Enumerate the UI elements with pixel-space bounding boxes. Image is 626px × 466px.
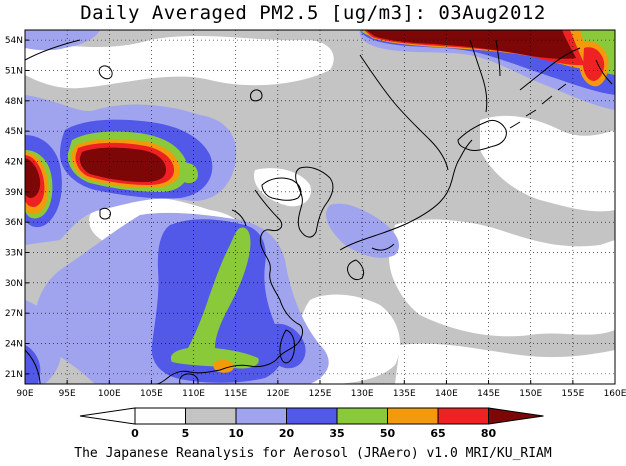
lat-tick-label: 33N (5, 249, 23, 259)
map-title: Daily Averaged PM2.5 [ug/m3]: 03Aug2012 (80, 2, 546, 24)
colorbar-segment (286, 407, 338, 425)
colorbar-label: 10 (228, 427, 244, 440)
lon-tick-label: 140E (435, 389, 458, 399)
lat-tick-label: 36N (5, 218, 23, 228)
footer-credit: The Japanese Reanalysis for Aerosol (JRA… (74, 446, 552, 461)
clean-air-region (389, 219, 615, 337)
colorbar-label: 50 (380, 427, 396, 440)
lon-tick-label: 120E (266, 389, 289, 399)
coastline-hokkaido (457, 119, 507, 151)
colorbar: 0 5 10 20 35 50 65 80 (79, 407, 544, 440)
colorbar-label: 0 (131, 427, 139, 440)
moderate-pollution-region (264, 323, 306, 369)
lon-tick-label: 100E (98, 389, 121, 399)
coastline-taiwan (279, 329, 295, 364)
lat-tick-label: 42N (5, 157, 23, 167)
lat-tick-label: 51N (5, 66, 23, 76)
high-pollution-region (177, 163, 198, 184)
coastline-vietnam (25, 349, 41, 384)
light-pollution-region (25, 30, 100, 51)
colorbar-segment (134, 407, 186, 425)
lat-tick-label: 45N (5, 127, 23, 137)
coastlines (25, 39, 613, 384)
lon-tick-label: 150E (519, 389, 542, 399)
lat-tick-label: 21N (5, 370, 23, 380)
extreme-pollution-region (79, 147, 166, 182)
light-pollution-region (325, 203, 400, 258)
colorbar-label: 35 (329, 427, 344, 440)
colorbar-segment (336, 407, 388, 425)
lat-tick-label: 27N (5, 309, 23, 319)
lat-tick-label: 30N (5, 279, 23, 289)
lat-tick-label: 54N (5, 36, 23, 46)
colorbar-segment (488, 407, 544, 425)
lon-tick-label: 95E (59, 389, 76, 399)
lon-tick-label: 125E (309, 389, 332, 399)
coastline-japan (339, 139, 473, 281)
lake-outline (99, 207, 111, 220)
coastline-russia (359, 47, 613, 171)
high-pollution-region (170, 227, 259, 369)
grid-lines (25, 30, 615, 384)
coastline-korea (295, 166, 334, 238)
lon-tick-label: 110E (182, 389, 205, 399)
lon-tick-label: 160E (604, 389, 626, 399)
extreme-pollution-region (25, 158, 41, 198)
colorbar-segment (437, 407, 489, 425)
lon-tick-label: 145E (477, 389, 500, 399)
lon-tick-label: 105E (140, 389, 163, 399)
lake-outline (250, 89, 263, 102)
very-high-pollution-region (213, 359, 234, 373)
clean-air-region (480, 115, 615, 212)
coastline-kurils (509, 83, 567, 129)
lat-tick-label: 39N (5, 188, 23, 198)
coastline-china (25, 39, 304, 384)
lon-tick-label: 115E (224, 389, 247, 399)
coastline-hainan (179, 373, 199, 384)
coastline-dprk-gulf (231, 209, 247, 227)
colorbar-label: 20 (279, 427, 295, 440)
colorbar-segment (235, 407, 287, 425)
lake-baikal (98, 65, 113, 80)
lat-tick-label: 48N (5, 97, 23, 107)
lon-tick-label: 130E (351, 389, 374, 399)
lon-tick-label: 135E (393, 389, 416, 399)
clean-air-region (254, 168, 311, 207)
severe-pollution-region (583, 47, 605, 81)
clean-air-region (25, 35, 334, 89)
colorbar-segment (387, 407, 439, 425)
colorbar-segment (185, 407, 237, 425)
colorbar-label: 80 (481, 427, 497, 440)
colorbar-segment (79, 407, 136, 425)
coastline-sakhalin (469, 39, 501, 113)
colorbar-label: 5 (182, 427, 190, 440)
coastline-bohai (261, 177, 302, 201)
lon-tick-label: 155E (561, 389, 584, 399)
lat-tick-label: 24N (5, 340, 23, 350)
colorbar-label: 65 (430, 427, 445, 440)
latitude-axis: 21N 24N 27N 30N 33N 36N 39N 42N 45N 48N 51N 54N (5, 36, 29, 380)
longitude-axis: 90E 95E 100E 105E 110E 115E 120E 125E 130E 135E 14… (16, 380, 626, 399)
concentration-field (25, 30, 615, 384)
lon-tick-label: 90E (16, 389, 33, 399)
